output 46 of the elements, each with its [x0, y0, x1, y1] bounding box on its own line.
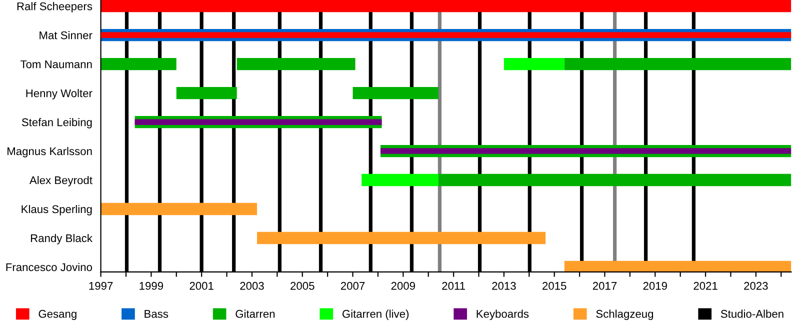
x-tick-label: 1997 — [89, 282, 113, 290]
bar — [504, 58, 564, 70]
bar — [134, 119, 382, 125]
bar — [100, 202, 258, 216]
bar — [257, 232, 546, 244]
y-tick-label: Henny Wolter — [26, 89, 92, 100]
x-tick-label: 2007 — [340, 282, 365, 290]
x-tick-label: 2019 — [643, 282, 667, 290]
y-tick-label: Magnus Karlsson — [8, 147, 92, 158]
x-tick-label: 2013 — [492, 282, 516, 290]
y-tick-label: Tom Naumann — [20, 60, 92, 68]
bar — [380, 148, 792, 154]
y-tick-label: Mat Sinner — [40, 31, 92, 40]
x-tick-label: 2015 — [542, 282, 566, 290]
x-tick-label: 2009 — [391, 282, 415, 290]
legend-label: Studio-Alben — [720, 310, 784, 318]
x-tick-label: 2001 — [190, 282, 214, 290]
legend-label: Schlagzeug — [596, 310, 654, 320]
bar — [352, 86, 438, 100]
bar — [362, 174, 438, 186]
y-tick-label: Randy Black — [31, 234, 92, 244]
x-tick-label: 1999 — [140, 282, 164, 290]
x-tick-label: 2011 — [442, 282, 465, 290]
legend-label: Gitarren (live) — [342, 310, 409, 320]
bar — [236, 58, 356, 70]
bar — [564, 260, 792, 272]
legend-label: Gitarren — [236, 310, 275, 318]
legend-label: Gesang — [38, 310, 76, 320]
y-tick-label: Stefan Leibing — [22, 118, 92, 128]
y-tick-label: Klaus Sperling — [22, 204, 92, 216]
x-tick-label: 2017 — [592, 282, 617, 290]
bar — [564, 58, 792, 70]
bar — [176, 86, 237, 100]
bar — [438, 174, 792, 186]
y-tick-label: Francesco Jovino — [6, 262, 92, 272]
legend-label: Bass — [144, 310, 168, 318]
bar — [100, 0, 792, 12]
x-tick-label: 2021 — [694, 282, 718, 290]
bar — [100, 32, 792, 38]
y-tick-label: Ralf Scheepers — [17, 2, 92, 12]
bar — [100, 58, 176, 70]
x-tick-label: 2005 — [290, 282, 314, 290]
legend-label: Keyboards — [476, 310, 529, 320]
x-tick-label: 2003 — [240, 282, 264, 290]
y-tick-label: Alex Beyrodt — [30, 176, 92, 186]
x-tick-label: 2023 — [744, 282, 768, 290]
